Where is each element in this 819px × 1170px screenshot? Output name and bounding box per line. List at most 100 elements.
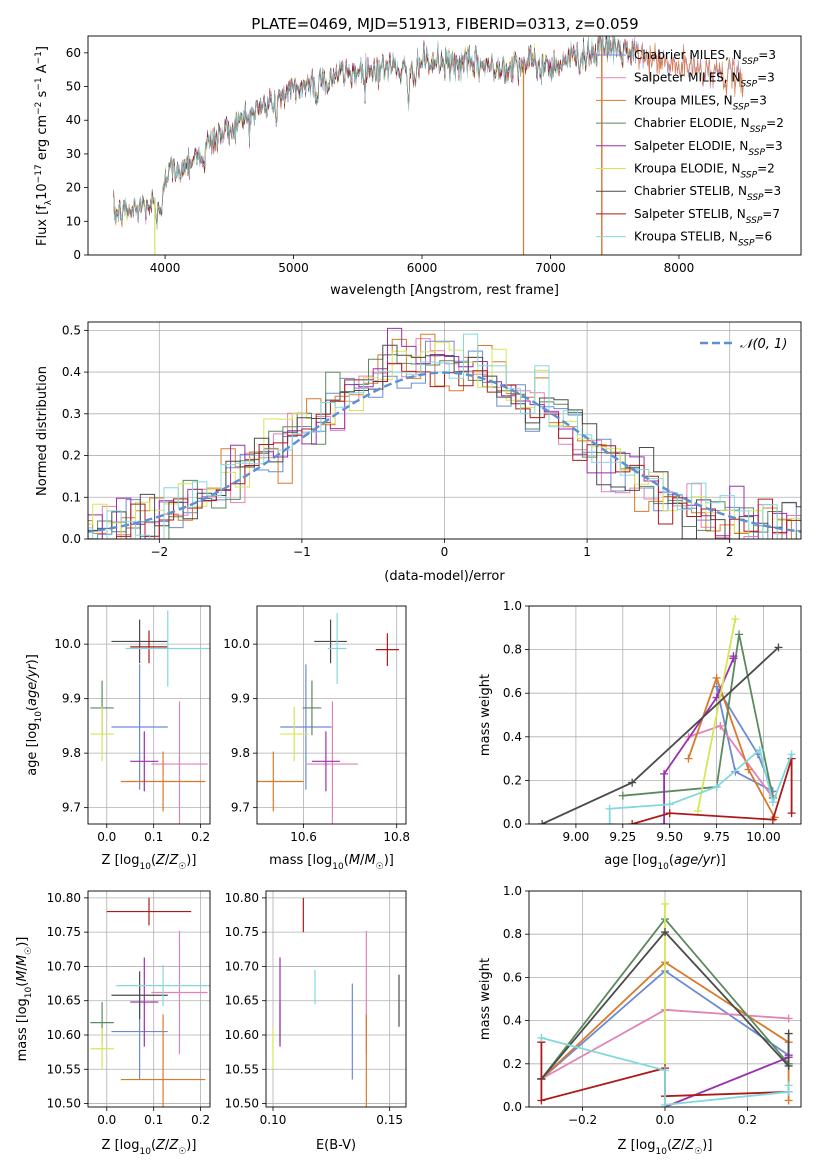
y-axis-label: mass [log10(M/M☉)] xyxy=(15,937,34,1062)
y-tick-label: 30 xyxy=(66,147,81,161)
plot-area xyxy=(90,897,210,1107)
x-axis-label: Z [log10(Z/Z☉)] xyxy=(102,853,197,872)
histogram-step xyxy=(88,344,801,539)
weight-marker xyxy=(731,615,740,624)
legend-entry: Salpeter ELODIE, NSSP=3 xyxy=(634,139,783,158)
x-tick-label: 0.2 xyxy=(191,1113,210,1127)
weight-marker xyxy=(628,820,637,824)
y-tick-label: 60 xyxy=(66,46,81,60)
axes-frame xyxy=(265,890,407,1108)
weight-marker xyxy=(605,820,614,824)
y-tick-label: 50 xyxy=(66,80,81,94)
y-tick-label: 10.60 xyxy=(225,1028,259,1042)
x-axis-label: age [log10(age/yr)] xyxy=(604,853,726,872)
x-tick-label: 0.0 xyxy=(97,830,116,844)
plot-area xyxy=(272,897,400,1107)
x-axis-label: Z [log10(Z/Z☉)] xyxy=(102,1138,197,1157)
axes-frame xyxy=(87,605,211,825)
weight-marker xyxy=(716,721,725,730)
y-tick-label: 0.1 xyxy=(62,490,81,504)
weight-marker xyxy=(784,1029,793,1038)
y-tick-label: 10.70 xyxy=(225,959,259,973)
weight-line xyxy=(541,646,780,824)
x-tick-label: 10.6 xyxy=(290,830,317,844)
age-vs-mass-panel: 10.6 10.8 9.7 9.8 9.9 10.0 mass [log10(M/M☉)] xyxy=(223,605,410,872)
y-tick-label: 0.2 xyxy=(62,449,81,463)
residuals-panel: −2 −1 0 1 2 0.0 0.1 0.2 0.3 0.4 0.5 𝒩(0, 1) (data-mo… xyxy=(35,321,802,584)
weight-marker xyxy=(768,815,777,824)
y-tick-label: 10.55 xyxy=(47,1062,81,1076)
weight-marker xyxy=(693,806,702,815)
weight-marker xyxy=(660,820,669,824)
x-axis-label: mass [log10(M/M☉)] xyxy=(269,853,394,872)
spectrum-panel: 4000 5000 6000 7000 8000 0 10 20 30 40 50 60 wavelen… xyxy=(34,35,802,298)
y-tick-label: 9.9 xyxy=(62,692,81,706)
y-tick-label: 0.8 xyxy=(503,643,522,657)
x-tick-label: 1 xyxy=(583,545,591,559)
y-tick-label: 10 xyxy=(66,214,81,228)
y-tick-label: 0.2 xyxy=(503,773,522,787)
y-tick-label: 9.8 xyxy=(231,746,250,760)
y-axis-label: mass weight xyxy=(478,674,493,756)
y-tick-label: 10.80 xyxy=(47,891,81,905)
mass-vs-ebv-panel: 0.10 0.15 10.50 10.55 10.60 10.65 10.70 10.75 10… xyxy=(225,890,407,1153)
y-tick-label: 9.9 xyxy=(231,692,250,706)
y-tick-label: 0 xyxy=(73,248,81,262)
legend-entry: Chabrier MILES, NSSP=3 xyxy=(634,48,776,67)
y-tick-label: 10.70 xyxy=(47,959,81,973)
y-tick-label: 10.50 xyxy=(47,1097,81,1111)
spectrum-line xyxy=(113,36,635,228)
x-tick-label: 0 xyxy=(441,545,449,559)
x-tick-label: 9.75 xyxy=(703,830,730,844)
y-tick-label: 1.0 xyxy=(503,599,522,613)
y-tick-label: 10.0 xyxy=(223,637,250,651)
plot-area xyxy=(88,327,801,539)
x-tick-label: 0.1 xyxy=(144,830,163,844)
weight-vs-age-panel: 9.00 9.25 9.50 9.75 10.00 0.0 0.2 0.4 0.6 0.8 1.0 m… xyxy=(478,599,802,872)
y-tick-label: 0.3 xyxy=(62,407,81,421)
axes-frame xyxy=(87,890,211,1108)
legend-entry: 𝒩(0, 1) xyxy=(740,337,787,352)
x-tick-label: 0.0 xyxy=(655,1113,674,1127)
legend-entry: Kroupa ELODIE, NSSP=2 xyxy=(634,162,775,181)
y-tick-label: 1.0 xyxy=(503,884,522,898)
y-tick-label: 9.7 xyxy=(62,801,81,815)
y-tick-label: 10.55 xyxy=(225,1062,259,1076)
weight-vs-z-panel: −0.2 0.0 0.2 0.0 0.2 0.4 0.6 0.8 1.0 mass weight Z… xyxy=(478,884,802,1157)
y-tick-label: 10.75 xyxy=(47,925,81,939)
plot-area xyxy=(257,613,400,824)
mass-vs-z-panel: 0.0 0.1 0.2 10.50 10.55 10.60 10.65 10.70 10.75 1… xyxy=(15,890,211,1157)
x-tick-label: −0.2 xyxy=(568,1113,597,1127)
y-tick-label: 10.50 xyxy=(225,1097,259,1111)
legend-entry: Salpeter MILES, NSSP=3 xyxy=(634,71,775,90)
x-tick-label: 9.00 xyxy=(563,830,590,844)
weight-marker xyxy=(628,778,637,787)
weight-marker xyxy=(661,928,669,937)
y-tick-label: 0.4 xyxy=(503,1014,522,1028)
y-axis-label: mass weight xyxy=(478,958,493,1040)
weight-marker xyxy=(784,1014,793,1023)
weight-marker xyxy=(787,750,796,759)
histogram-step xyxy=(88,354,801,539)
weight-marker xyxy=(774,643,783,652)
x-tick-label: −1 xyxy=(293,545,311,559)
y-axis-label: age [log10(age/yr)] xyxy=(25,654,44,776)
x-axis-label: wavelength [Angstrom, rest frame] xyxy=(330,283,559,298)
y-tick-label: 40 xyxy=(66,113,81,127)
x-axis-label: Z [log10(Z/Z☉)] xyxy=(618,1138,713,1157)
legend-entry: Kroupa STELIB, NSSP=6 xyxy=(634,230,772,249)
weight-line xyxy=(696,618,737,812)
normal-curve xyxy=(88,371,801,533)
weight-marker xyxy=(784,1061,793,1070)
y-tick-label: 0.0 xyxy=(503,1100,522,1114)
axes-frame xyxy=(528,605,802,825)
axes-frame xyxy=(87,35,802,256)
weight-marker xyxy=(744,765,753,774)
x-tick-label: −2 xyxy=(150,545,168,559)
legend-entry: Chabrier ELODIE, NSSP=2 xyxy=(634,116,784,135)
plot-area xyxy=(113,36,744,255)
y-tick-label: 0.4 xyxy=(503,730,522,744)
y-axis-label: Normed distribution xyxy=(35,366,50,496)
plot-area xyxy=(90,610,210,824)
axes-frame xyxy=(87,321,802,540)
